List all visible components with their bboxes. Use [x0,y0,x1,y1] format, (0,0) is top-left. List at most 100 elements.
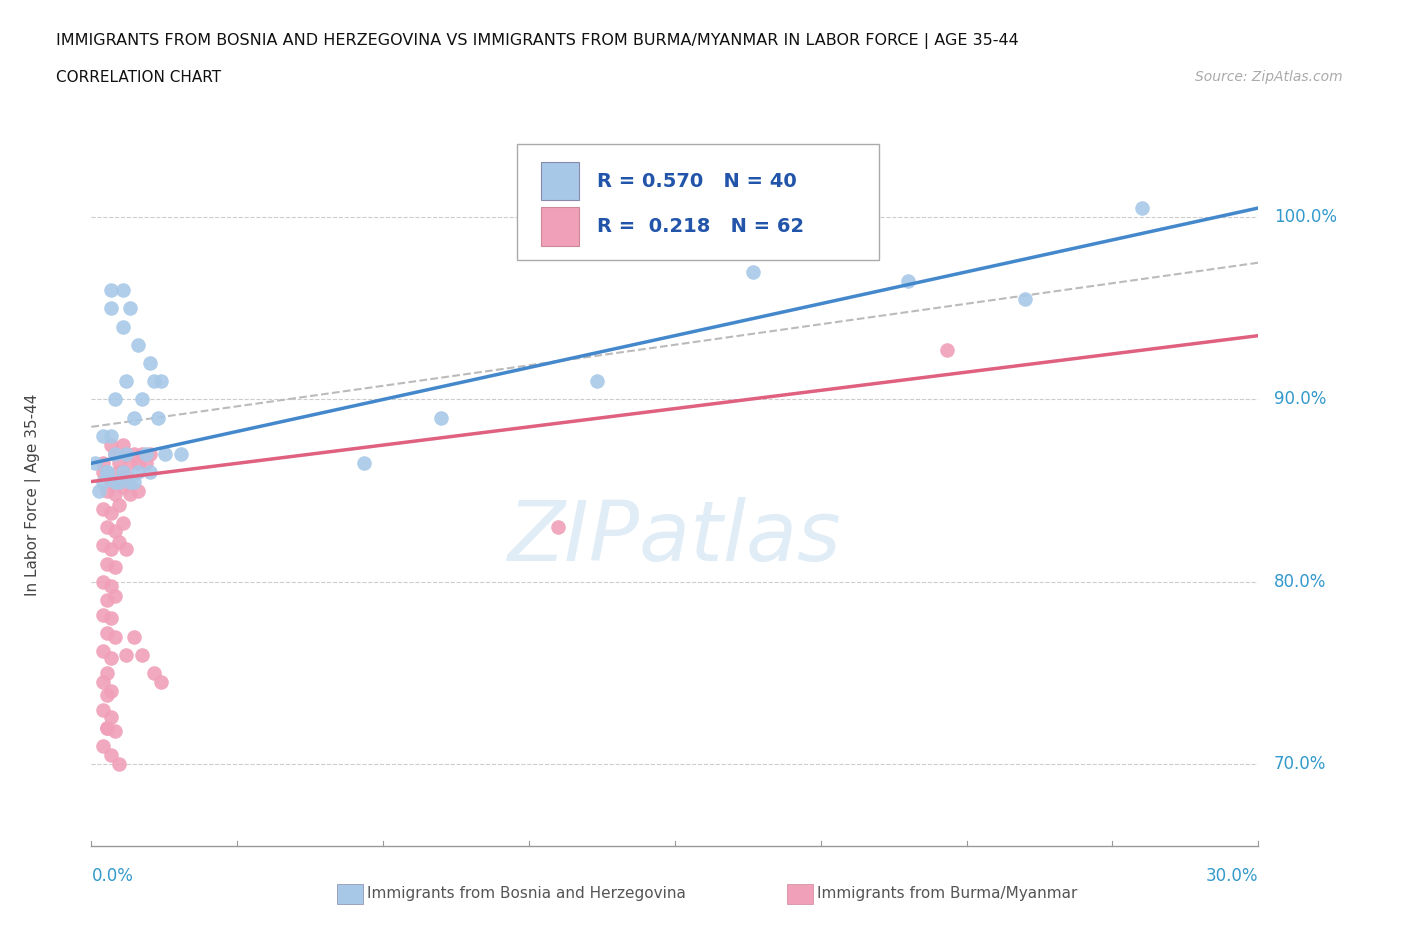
Point [120,456,142,471]
Point [138,355,162,370]
Text: 30.0%: 30.0% [1206,868,1258,885]
Point [120,300,142,315]
Bar [541,162,579,200]
Point [96,687,118,702]
Point [91,538,114,552]
Point [115,469,138,484]
Point [135,446,157,461]
Point [104,724,127,738]
Point [96,721,118,736]
Point [741,264,763,279]
Point [100,611,122,626]
Point [100,541,122,556]
Point [150,374,173,389]
Point [353,456,375,471]
Point [127,456,149,471]
Point [96,721,118,736]
Point [91,456,114,471]
Point [104,524,127,538]
FancyBboxPatch shape [517,144,879,260]
Point [115,541,138,556]
Point [120,487,142,502]
Point [131,392,153,407]
Point [146,410,169,425]
Point [127,484,149,498]
Point [104,629,127,644]
Point [155,446,177,461]
Point [100,429,122,444]
Bar [541,207,579,246]
Point [84,456,107,471]
Point [135,456,157,471]
Text: 70.0%: 70.0% [1274,755,1326,773]
Point [91,429,114,444]
Point [104,446,127,461]
Point [104,392,127,407]
Point [131,647,153,662]
Text: 0.0%: 0.0% [91,868,134,885]
Point [120,474,142,489]
Point [122,629,145,644]
Point [96,520,118,535]
Point [100,300,122,315]
Point [100,651,122,666]
Point [547,520,569,535]
Point [96,592,118,607]
Point [138,465,162,480]
Point [107,465,129,480]
Point [91,575,114,590]
Point [96,465,118,480]
Point [111,283,134,298]
Point [150,675,173,690]
Point [91,607,114,622]
Point [96,666,118,681]
Point [100,748,122,763]
Point [100,283,122,298]
Text: R = 0.570   N = 40: R = 0.570 N = 40 [596,171,796,191]
Point [107,757,129,772]
Text: Immigrants from Burma/Myanmar: Immigrants from Burma/Myanmar [817,886,1077,901]
Text: Source: ZipAtlas.com: Source: ZipAtlas.com [1195,70,1343,84]
Point [142,666,165,681]
Point [122,410,145,425]
Point [111,516,134,531]
Point [936,343,959,358]
Text: 80.0%: 80.0% [1274,573,1326,591]
Point [96,626,118,641]
Point [138,446,162,461]
Point [111,438,134,453]
Point [122,474,145,489]
Point [104,487,127,502]
Point [170,446,193,461]
Point [111,480,134,495]
Point [100,684,122,698]
Point [91,738,114,753]
Point [115,446,138,461]
Point [96,484,118,498]
Point [100,438,122,453]
Point [96,556,118,571]
Point [111,465,134,480]
Text: 100.0%: 100.0% [1274,208,1337,226]
Text: CORRELATION CHART: CORRELATION CHART [56,70,221,85]
Point [1130,201,1153,216]
Text: Immigrants from Bosnia and Herzegovina: Immigrants from Bosnia and Herzegovina [367,886,686,901]
Point [586,374,609,389]
Point [91,644,114,658]
Point [115,446,138,461]
Point [107,474,129,489]
Point [131,446,153,461]
Point [142,374,165,389]
Text: ZIPatlas: ZIPatlas [508,497,842,578]
Text: IMMIGRANTS FROM BOSNIA AND HERZEGOVINA VS IMMIGRANTS FROM BURMA/MYANMAR IN LABOR: IMMIGRANTS FROM BOSNIA AND HERZEGOVINA V… [56,33,1019,48]
Point [91,702,114,717]
Point [104,446,127,461]
Point [430,410,453,425]
Text: R =  0.218   N = 62: R = 0.218 N = 62 [596,217,804,236]
Point [115,374,138,389]
Point [1014,292,1036,307]
Point [107,456,129,471]
Point [127,465,149,480]
Point [100,578,122,593]
Point [96,465,118,480]
